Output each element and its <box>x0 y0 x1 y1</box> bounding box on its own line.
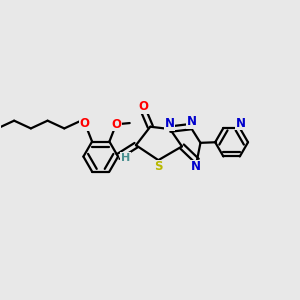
Text: N: N <box>236 117 245 130</box>
Text: O: O <box>80 117 90 130</box>
Text: N: N <box>164 117 174 130</box>
Text: N: N <box>187 115 196 128</box>
Text: N: N <box>191 160 201 173</box>
Text: S: S <box>154 160 163 173</box>
Text: H: H <box>121 153 130 163</box>
Text: O: O <box>111 118 121 131</box>
Text: O: O <box>139 100 149 113</box>
